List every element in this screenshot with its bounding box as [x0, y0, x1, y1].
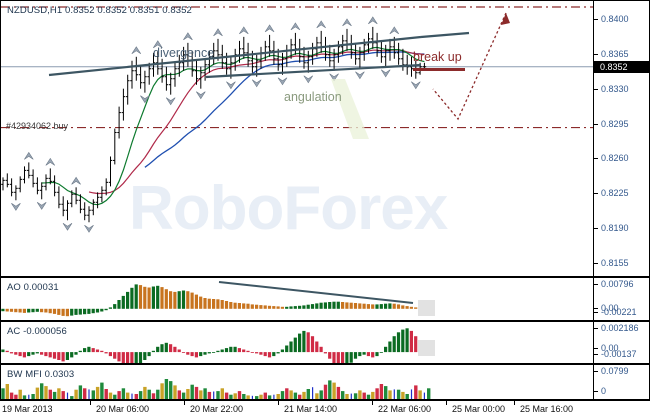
time-tick-label: 22 Mar 06:00 [378, 404, 432, 414]
bwmfi-indicator-panel[interactable]: BW MFI 0.0303 0.0799 0 [0, 364, 650, 400]
annotation-break-up: break up [413, 50, 462, 64]
price-tick [594, 228, 598, 230]
time-tick [90, 401, 91, 405]
indicator-axis-tick [594, 371, 598, 372]
indicator-axis-tick [594, 312, 598, 313]
time-tick-label: 20 Mar 06:00 [96, 404, 150, 414]
price-axis[interactable]: 0.8400 0.8365 0.8330 0.8295 0.8260 0.8225 0.81… [593, 1, 649, 276]
price-tick [594, 53, 598, 55]
ao-title: AO 0.00031 [7, 282, 59, 293]
bwmfi-title: BW MFI 0.0303 [7, 369, 75, 380]
ac-indicator-panel[interactable]: AC -0.000056 0.002186 0.00 -0.00137 [0, 321, 650, 364]
order-label: #42934062 buy [6, 121, 69, 131]
price-tick-label: 0.8400 [601, 13, 629, 24]
price-tick [594, 123, 598, 125]
roboforex-watermark: RoboForex [129, 174, 448, 243]
time-tick [514, 401, 515, 405]
indicator-axis-tick [594, 348, 598, 349]
bwmfi-plot-area[interactable]: BW MFI 0.0303 [1, 365, 593, 399]
indicator-axis-label: -0.00137 [601, 349, 637, 359]
indicator-axis-label: 0.0799 [601, 366, 629, 376]
indicator-axis-label: 0.00 [601, 343, 619, 353]
time-axis[interactable]: 19 Mar 2013 20 Mar 06:00 20 Mar 22:00 21 Ma… [0, 400, 650, 416]
indicator-axis-tick [594, 354, 598, 355]
time-tick [278, 401, 279, 405]
indicator-axis-label: 0 [601, 386, 607, 396]
price-tick-label: 0.8225 [601, 188, 629, 199]
ao-chart-svg [1, 281, 435, 317]
price-tick-label: 0.8155 [601, 258, 629, 269]
main-plot-area[interactable]: RoboForex NZDUSD,H1 0.8352 0.8352 0.8351… [1, 1, 593, 276]
time-tick-label: 19 Mar 2013 [2, 404, 53, 414]
indicator-axis-tick [594, 284, 598, 285]
ac-chart-svg [1, 328, 435, 363]
ac-title: AC -0.000056 [7, 326, 67, 337]
price-tick [594, 263, 598, 265]
price-tick-label: 0.8260 [601, 153, 629, 164]
price-tick-label: 0.8190 [601, 223, 629, 234]
price-tick [594, 88, 598, 90]
price-chart-svg [1, 6, 593, 233]
indicator-axis-label: 0.00 [601, 303, 619, 313]
indicator-axis-tick [594, 328, 598, 329]
price-tick-label: 0.8330 [601, 83, 629, 94]
indicator-axis-label: 0.002186 [601, 323, 639, 333]
time-tick [446, 401, 447, 405]
main-price-panel[interactable]: RoboForex NZDUSD,H1 0.8352 0.8352 0.8351… [0, 0, 650, 277]
ao-axis[interactable]: 0.00796 0.00 -0.00221 [593, 278, 649, 320]
break-up-underline [413, 68, 465, 71]
time-tick-label: 20 Mar 22:00 [190, 404, 244, 414]
time-tick [372, 401, 373, 405]
price-tick-label: 0.8295 [601, 118, 629, 129]
indicator-axis-label: 0.00796 [601, 279, 634, 289]
ac-plot-area[interactable]: AC -0.000056 [1, 322, 593, 363]
indicator-axis-label: -0.00221 [601, 307, 637, 317]
price-tick [594, 193, 598, 195]
time-tick-label: 25 Mar 00:00 [452, 404, 506, 414]
indicator-axis-tick [594, 391, 598, 392]
price-tick-label: 0.8365 [601, 48, 629, 59]
ao-plot-area[interactable]: AO 0.00031 [1, 278, 593, 320]
price-tick [594, 158, 598, 160]
time-tick [184, 401, 185, 405]
time-tick-label: 25 Mar 16:00 [520, 404, 574, 414]
ao-indicator-panel[interactable]: AO 0.00031 0.00796 0.00 -0.00221 [0, 277, 650, 321]
bwmfi-chart-svg [1, 379, 431, 399]
current-price-badge: 0.8352 [593, 60, 649, 73]
annotation-divergence: divergence [153, 46, 215, 60]
ac-axis[interactable]: 0.002186 0.00 -0.00137 [593, 322, 649, 363]
annotation-angulation: angulation [284, 90, 342, 104]
symbol-header: NZDUSD,H1 0.8352 0.8352 0.8351 0.8352 [7, 5, 192, 16]
price-tick [594, 18, 598, 20]
indicator-axis-tick [594, 308, 598, 309]
bwmfi-axis[interactable]: 0.0799 0 [593, 365, 649, 399]
time-tick-label: 21 Mar 14:00 [284, 404, 338, 414]
